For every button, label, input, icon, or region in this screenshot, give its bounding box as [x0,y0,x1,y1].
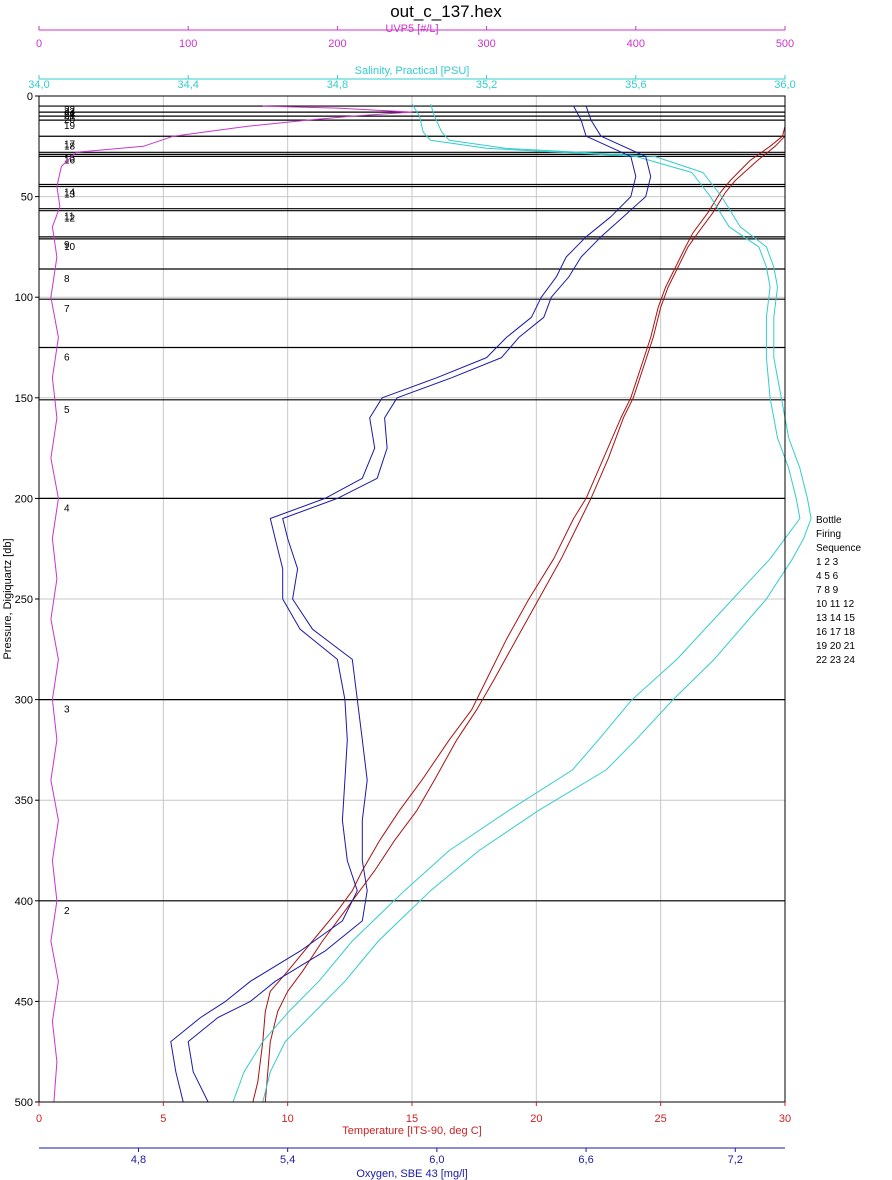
x-tick-label: 7,2 [728,1154,743,1166]
bottle-number-label: 9 [64,240,70,251]
x-axis-sal: 34,0 34,4 34,8 35,2 35,6 36,0 Salinity, Practi… [28,65,795,91]
x-tick-label: 10 [282,1113,294,1125]
y-tick-label: 450 [15,996,33,1008]
series-line-uvp [50,105,413,1103]
bottle-number-label: 20 [64,115,76,126]
bottle-number-label: 22 [64,105,76,116]
y-tick-label: 500 [15,1097,33,1109]
y-tick-label: 150 [15,393,33,405]
y-tick-label: 50 [21,192,33,204]
series-line-sal [262,103,812,1103]
x-tick-label: 500 [776,38,794,50]
legend-row: 16 17 18 [816,627,855,638]
y-axis-label: Pressure, Digiquartz [db] [2,538,14,659]
y-tick-label: 350 [15,795,33,807]
x-tick-label: 25 [655,1113,667,1125]
x-tick-label: 200 [328,38,346,50]
y-tick-label: 100 [15,292,33,304]
y-tick-label: 250 [15,594,33,606]
legend-row: 19 20 21 [816,641,855,652]
x-tick-label: 6,6 [578,1154,593,1166]
bottle-number-label: 5 [64,405,70,416]
bottle-number-label: 8 [64,274,70,285]
legend-row: 7 8 9 [816,585,839,596]
bottle-legend: Bottle Firing Sequence 1 2 3 4 5 6 7 8 9 10 11… [816,515,861,666]
x-tick-label: 35,2 [476,79,497,91]
legend-row: 1 2 3 [816,557,839,568]
bottle-number-label: 23 [64,107,76,118]
bottle-number-label: 21 [64,111,76,122]
bottle-number-label: 18 [64,141,76,152]
x-axis-label-temp: Temperature [ITS-90, deg C] [342,1125,481,1137]
bottle-number-label: 10 [64,242,76,253]
x-axis-uvp: 0 100 200 300 400 500 UVP5 [#/L] [36,23,794,50]
series-line-temp [252,126,786,1103]
x-tick-label: 36,0 [774,79,795,91]
legend-row: 10 11 12 [816,599,855,610]
bottle-number-label: 4 [64,503,70,514]
x-axis-oxy: 4,8 5,4 6,0 6,6 7,2 Oxygen, SBE 43 [mg/l] [39,1147,785,1180]
bottle-number-label: 12 [64,214,76,225]
bottle-number-label: 6 [64,353,70,364]
legend-row: 13 14 15 [816,613,855,624]
series-line-oxy [187,105,652,1103]
profile-series [50,103,812,1103]
legend-row: 4 5 6 [816,571,839,582]
axes: 050100150200250300350400450500Pressure, … [2,23,796,1180]
x-tick-label: 30 [779,1113,791,1125]
series-line-temp [264,135,786,1103]
series-line-oxy [170,105,637,1103]
x-axis-temp: 0 5 10 15 20 25 30 Temperature [ITS-90, deg C] [36,1102,791,1137]
x-tick-label: 5,4 [280,1154,295,1166]
bottle-number-label: 19 [64,121,76,132]
y-tick-label: 300 [15,695,33,707]
chart-title: out_c_137.hex [390,2,502,21]
x-tick-label: 0 [36,38,42,50]
legend-title-line: Firing [816,529,841,540]
bottle-number-label: 13 [64,190,76,201]
x-tick-label: 35,6 [625,79,646,91]
y-tick-label: 400 [15,896,33,908]
x-tick-label: 20 [530,1113,542,1125]
x-tick-label: 5 [160,1113,166,1125]
x-tick-label: 15 [406,1113,418,1125]
y-tick-label: 200 [15,493,33,505]
bottle-number-label: 2 [64,906,70,917]
legend-title-line: Sequence [816,543,861,554]
legend-row: 22 23 24 [816,655,855,666]
bottle-number-label: 24 [64,109,76,120]
x-tick-label: 6,0 [429,1154,444,1166]
x-tick-label: 400 [627,38,645,50]
bottle-number-label: 17 [64,139,76,150]
bottle-number-label: 16 [64,155,76,166]
bottle-number-label: 14 [64,188,76,199]
bottle-number-label: 7 [64,304,70,315]
x-axis-label-uvp: UVP5 [#/L] [385,23,438,35]
x-axis-label-sal: Salinity, Practical [PSU] [355,65,470,77]
x-tick-label: 34,4 [177,79,198,91]
x-tick-label: 34,0 [28,79,49,91]
x-tick-label: 100 [179,38,197,50]
x-tick-label: 34,8 [327,79,348,91]
x-axis-label-oxy: Oxygen, SBE 43 [mg/l] [356,1168,467,1180]
bottle-number-label: 3 [64,705,70,716]
x-tick-label: 4,8 [131,1154,146,1166]
x-tick-label: 0 [36,1113,42,1125]
bottle-number-label: 11 [64,212,75,223]
y-tick-label: 0 [27,91,33,103]
grid [38,95,786,1103]
x-tick-label: 300 [477,38,495,50]
legend-title-line: Bottle [816,515,842,526]
series-line-sal [232,103,801,1103]
